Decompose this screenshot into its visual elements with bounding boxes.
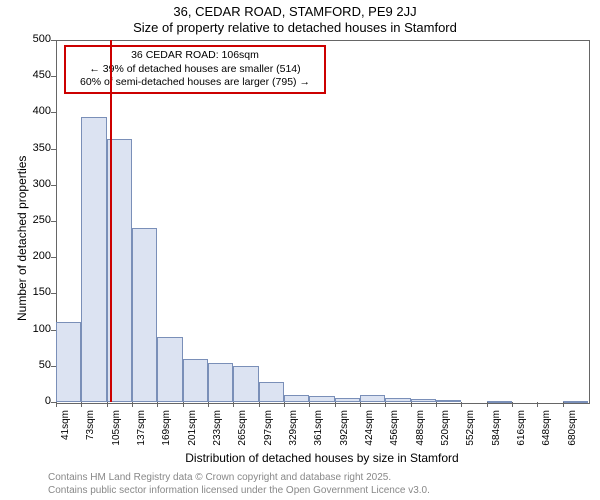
histogram-bar	[335, 398, 360, 402]
annotation-larger: 60% of semi-detached houses are larger (…	[70, 76, 320, 90]
x-tick-label: 648sqm	[541, 410, 552, 458]
y-tick-label: 450	[21, 69, 51, 81]
x-tick-label: 137sqm	[136, 410, 147, 458]
attribution-line2: Contains public sector information licen…	[48, 485, 430, 496]
y-tick-mark	[51, 293, 56, 294]
x-tick-mark	[56, 402, 57, 407]
x-tick-mark	[208, 402, 209, 407]
x-tick-mark	[436, 402, 437, 407]
y-tick-mark	[51, 112, 56, 113]
histogram-bar	[563, 401, 588, 403]
x-tick-label: 584sqm	[491, 410, 502, 458]
histogram-bar	[157, 337, 182, 402]
x-tick-label: 329sqm	[288, 410, 299, 458]
y-tick-mark	[51, 149, 56, 150]
x-tick-mark	[411, 402, 412, 407]
x-tick-label: 105sqm	[111, 410, 122, 458]
attribution-line1: Contains HM Land Registry data © Crown c…	[48, 472, 391, 483]
property-marker-line	[110, 40, 112, 402]
x-tick-label: 392sqm	[339, 410, 350, 458]
histogram-bar	[81, 117, 106, 402]
y-tick-label: 50	[21, 359, 51, 371]
x-tick-mark	[284, 402, 285, 407]
histogram-bar	[132, 228, 157, 402]
x-tick-mark	[233, 402, 234, 407]
histogram-bar	[259, 382, 284, 402]
y-tick-label: 100	[21, 323, 51, 335]
y-tick-mark	[51, 257, 56, 258]
chart-container: 36, CEDAR ROAD, STAMFORD, PE9 2JJ Size o…	[0, 0, 600, 500]
y-tick-label: 500	[21, 33, 51, 45]
x-tick-label: 297sqm	[263, 410, 274, 458]
histogram-bar	[183, 359, 208, 402]
x-tick-mark	[563, 402, 564, 407]
x-tick-label: 616sqm	[516, 410, 527, 458]
histogram-bar	[385, 398, 410, 402]
x-tick-mark	[183, 402, 184, 407]
x-tick-label: 361sqm	[313, 410, 324, 458]
x-tick-mark	[309, 402, 310, 407]
y-tick-mark	[51, 40, 56, 41]
x-tick-label: 520sqm	[440, 410, 451, 458]
histogram-bar	[411, 399, 436, 402]
x-tick-label: 424sqm	[364, 410, 375, 458]
y-tick-mark	[51, 221, 56, 222]
x-tick-mark	[487, 402, 488, 407]
y-tick-label: 400	[21, 105, 51, 117]
x-tick-label: 488sqm	[415, 410, 426, 458]
histogram-bar	[360, 395, 385, 402]
x-tick-mark	[461, 402, 462, 407]
x-tick-label: 552sqm	[465, 410, 476, 458]
y-tick-mark	[51, 185, 56, 186]
x-tick-label: 201sqm	[187, 410, 198, 458]
histogram-bar	[208, 363, 233, 402]
x-tick-mark	[157, 402, 158, 407]
histogram-bar	[233, 366, 258, 402]
histogram-bar	[309, 396, 334, 402]
x-tick-label: 680sqm	[567, 410, 578, 458]
histogram-bar	[56, 322, 81, 402]
chart-subtitle: Size of property relative to detached ho…	[0, 20, 590, 35]
y-tick-mark	[51, 76, 56, 77]
x-tick-mark	[537, 402, 538, 407]
x-tick-mark	[259, 402, 260, 407]
x-tick-mark	[385, 402, 386, 407]
y-tick-label: 300	[21, 178, 51, 190]
x-tick-label: 41sqm	[60, 410, 71, 458]
annotation-property: 36 CEDAR ROAD: 106sqm	[70, 49, 320, 63]
x-tick-label: 265sqm	[237, 410, 248, 458]
histogram-bar	[436, 400, 461, 402]
histogram-bar	[284, 395, 309, 402]
x-tick-mark	[512, 402, 513, 407]
x-tick-mark	[132, 402, 133, 407]
x-tick-label: 233sqm	[212, 410, 223, 458]
x-tick-label: 73sqm	[85, 410, 96, 458]
y-tick-label: 350	[21, 142, 51, 154]
x-tick-mark	[81, 402, 82, 407]
x-tick-mark	[335, 402, 336, 407]
x-tick-label: 169sqm	[161, 410, 172, 458]
x-tick-label: 456sqm	[389, 410, 400, 458]
y-tick-label: 200	[21, 250, 51, 262]
y-tick-label: 250	[21, 214, 51, 226]
histogram-bar	[487, 401, 512, 403]
y-tick-label: 150	[21, 286, 51, 298]
annotation-smaller: ← 39% of detached houses are smaller (51…	[70, 63, 320, 77]
x-tick-mark	[360, 402, 361, 407]
annotation-callout: 36 CEDAR ROAD: 106sqm ← 39% of detached …	[64, 45, 326, 94]
y-tick-label: 0	[21, 395, 51, 407]
chart-title-address: 36, CEDAR ROAD, STAMFORD, PE9 2JJ	[0, 4, 590, 19]
x-tick-mark	[107, 402, 108, 407]
